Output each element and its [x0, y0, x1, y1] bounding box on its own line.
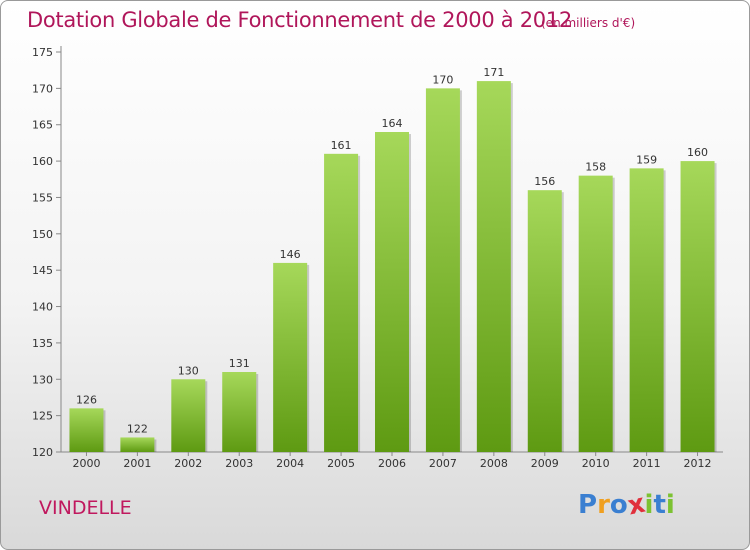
value-label-2009: 156	[534, 175, 555, 188]
y-tick-label: 125	[32, 410, 53, 423]
value-label-2012: 160	[687, 146, 708, 159]
proxiti-logo: Proxiti	[578, 489, 675, 522]
bar-2005	[324, 153, 359, 452]
bar-2009	[527, 190, 562, 452]
value-label-2001: 122	[127, 422, 148, 435]
bar-2008	[476, 81, 511, 452]
bar-2012	[680, 161, 715, 452]
y-tick-label: 130	[32, 373, 53, 386]
bar-2006	[375, 132, 409, 452]
chart-subtitle: (en milliers d'€)	[541, 16, 636, 30]
x-tick-label-2005: 2005	[327, 457, 355, 470]
x-tick-label-2001: 2001	[123, 457, 151, 470]
bar-2002	[171, 379, 206, 452]
logo-letter: r	[597, 490, 610, 520]
x-tick-label-2002: 2002	[174, 457, 202, 470]
x-tick-label-2000: 2000	[72, 457, 100, 470]
y-tick-label: 135	[32, 337, 53, 350]
y-tick-label: 140	[32, 301, 53, 314]
labels: 2000 126 2001 122 2002 130 2003 131 2004 146 2005 1…	[72, 66, 711, 470]
y-tick-label: 150	[32, 228, 53, 241]
x-tick-label-2006: 2006	[378, 457, 406, 470]
logo-letter: P	[578, 490, 598, 520]
y-tick-label: 175	[32, 46, 53, 59]
bar-2001	[120, 437, 155, 452]
x-tick-label-2012: 2012	[684, 457, 712, 470]
value-label-2005: 161	[331, 139, 352, 152]
logo-letter: i	[665, 490, 675, 520]
bar-2011	[629, 168, 664, 452]
chart-title: Dotation Globale de Fonctionnement de 20…	[27, 8, 572, 32]
logo-letter: i	[644, 490, 654, 520]
value-label-2008: 171	[483, 66, 504, 79]
y-tick-label: 165	[32, 119, 53, 132]
logo-letter: t	[653, 490, 666, 520]
y-tick-label: 160	[32, 155, 53, 168]
y-tick-label: 120	[32, 446, 53, 459]
value-label-2011: 159	[636, 153, 657, 166]
x-tick-label-2008: 2008	[480, 457, 508, 470]
x-tick-label-2011: 2011	[633, 457, 661, 470]
bar-2004	[273, 262, 308, 452]
x-tick-label-2009: 2009	[531, 457, 559, 470]
bar-2003	[222, 372, 257, 452]
logo-letter: o	[609, 490, 628, 520]
x-tick-label-2003: 2003	[225, 457, 253, 470]
x-tick-label-2004: 2004	[276, 457, 304, 470]
bar-2010	[578, 175, 613, 453]
value-label-2002: 130	[178, 364, 199, 377]
value-label-2007: 170	[432, 73, 453, 86]
value-label-2010: 158	[585, 161, 606, 174]
y-tick-label: 170	[32, 82, 53, 95]
y-tick-label: 145	[32, 264, 53, 277]
value-label-2006: 164	[382, 117, 403, 130]
commune-name: VINDELLE	[39, 497, 132, 519]
x-tick-label-2010: 2010	[582, 457, 610, 470]
value-label-2003: 131	[229, 357, 250, 370]
y-tick-label: 155	[32, 191, 53, 204]
value-label-2004: 146	[280, 248, 301, 261]
axes: 120 125 130 135 140 145 150 155 160 165 170 175	[32, 46, 723, 459]
bar-2000	[69, 408, 104, 452]
bar-2007	[425, 88, 460, 452]
x-tick-label-2007: 2007	[429, 457, 457, 470]
value-label-2000: 126	[76, 393, 97, 406]
bars	[69, 81, 717, 453]
